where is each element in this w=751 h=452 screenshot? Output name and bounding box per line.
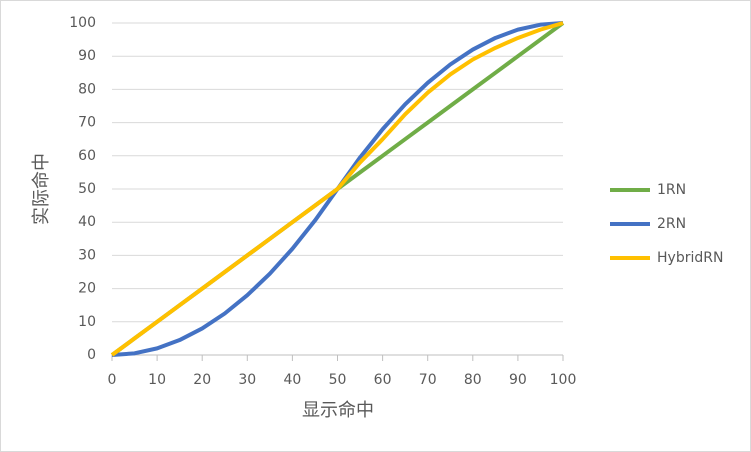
x-tick-label: 20 [193, 372, 211, 388]
x-tick-label: 70 [419, 372, 437, 388]
x-tick-label: 0 [108, 372, 117, 388]
y-tick-label: 10 [78, 314, 96, 330]
series-line [110, 21, 564, 357]
legend-label: 1RN [657, 182, 686, 198]
x-tick-label: 100 [550, 372, 577, 388]
x-tick-label: 40 [283, 372, 301, 388]
x-tick-label: 80 [464, 372, 482, 388]
y-tick-label: 40 [78, 214, 96, 230]
legend-label: 2RN [657, 216, 686, 232]
x-tick-label: 50 [329, 372, 347, 388]
x-tick-label: 10 [148, 372, 166, 388]
y-tick-label: 60 [78, 148, 96, 164]
y-tick-label: 70 [78, 115, 96, 131]
y-axis-title: 实际命中 [31, 153, 52, 225]
legend-label: HybridRN [657, 250, 723, 266]
x-axis-title: 显示命中 [302, 400, 374, 421]
x-tick-label: 30 [238, 372, 256, 388]
y-tick-label: 0 [87, 347, 96, 363]
y-tick-label: 30 [78, 247, 96, 263]
x-tick-label: 90 [509, 372, 527, 388]
y-tick-label: 20 [78, 281, 96, 297]
y-tick-label: 50 [78, 181, 96, 197]
y-tick-label: 100 [69, 15, 96, 31]
x-tick-label: 60 [374, 372, 392, 388]
y-tick-label: 80 [78, 81, 96, 97]
y-tick-label: 90 [78, 48, 96, 64]
